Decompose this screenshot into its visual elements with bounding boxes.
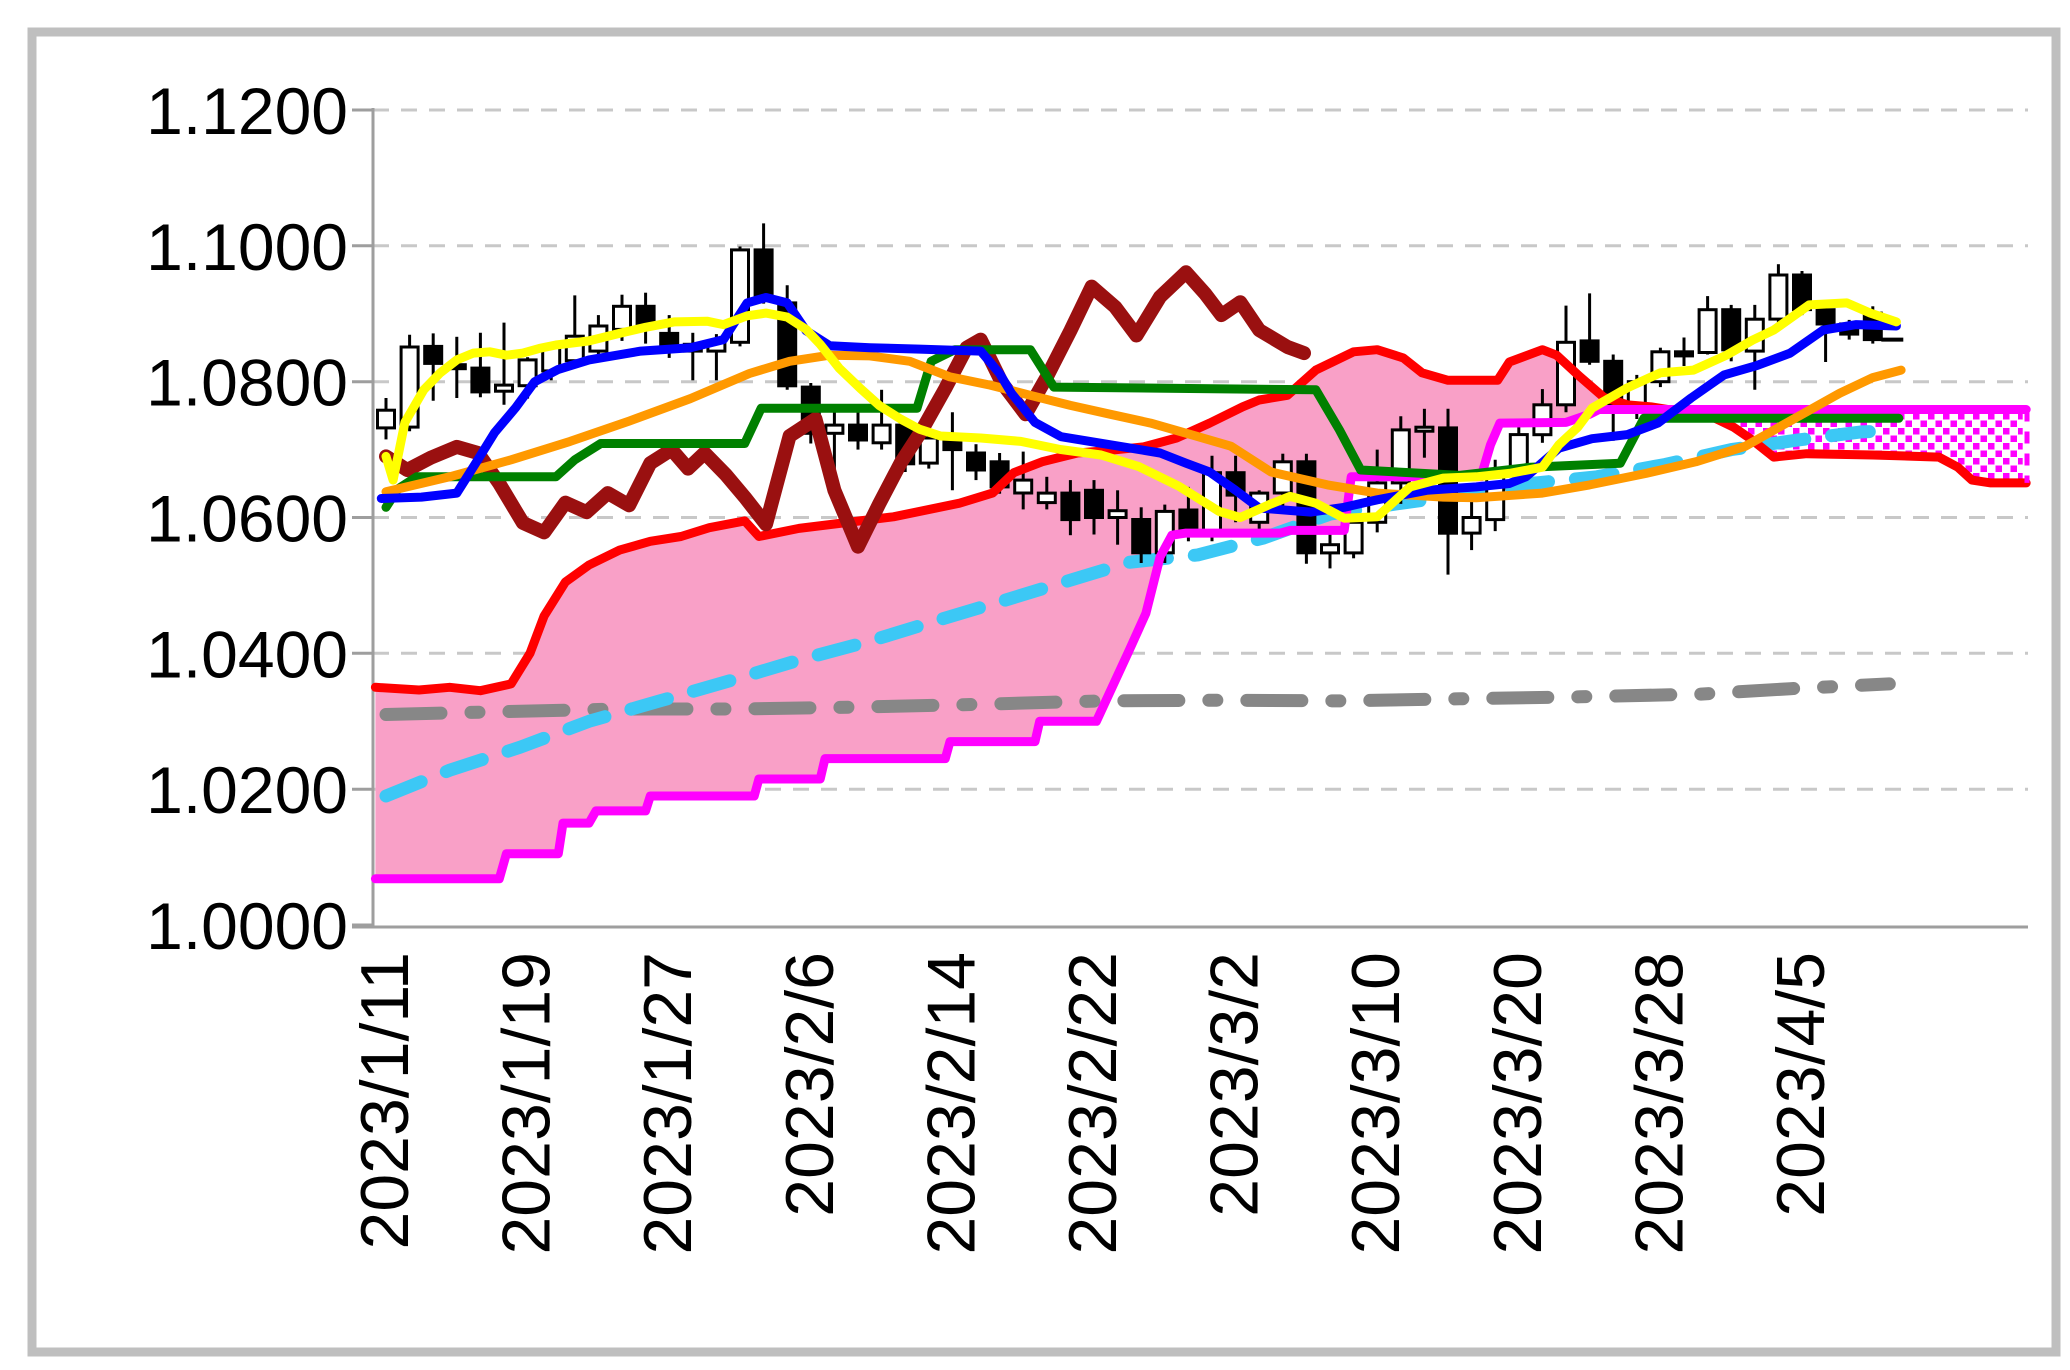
- x-axis-label: 2023/3/20: [1480, 952, 1556, 1255]
- candle-up: [1461, 516, 1482, 535]
- candle-down: [423, 344, 444, 365]
- candle-down: [1084, 488, 1104, 519]
- candle-up: [918, 436, 939, 465]
- candle-up: [871, 423, 892, 445]
- y-axis-label: 1.0400: [146, 617, 348, 691]
- x-axis-label: 2023/2/14: [913, 952, 989, 1255]
- y-axis-label: 1.1000: [146, 210, 348, 284]
- candle-up: [494, 383, 514, 393]
- y-axis-label: 1.0800: [146, 346, 348, 420]
- candle-down: [848, 423, 868, 442]
- candle-down: [1721, 308, 1742, 352]
- candle-up: [1320, 543, 1340, 555]
- frame-border: [27, 27, 2061, 1357]
- series-sma-orange: [381, 350, 1906, 503]
- candle-up: [612, 304, 632, 331]
- y-axis-label: 1.1200: [146, 74, 348, 148]
- y-axis-label: 1.0200: [146, 753, 348, 827]
- x-axis-label: 2023/3/10: [1338, 952, 1414, 1255]
- candle-up: [824, 423, 845, 435]
- candle-up: [1768, 273, 1789, 321]
- candle-down: [1815, 308, 1836, 326]
- candle-up: [1036, 491, 1057, 505]
- series-sma-yellow: [381, 298, 1901, 523]
- ichimoku-cloud-bearish-future: [1668, 409, 2023, 483]
- candle-down: [1674, 350, 1694, 358]
- candle-down: [753, 248, 774, 302]
- y-axis-label: 1.0000: [146, 889, 348, 963]
- series-senkou-span-b-magenta: [370, 405, 2031, 884]
- candle-down: [470, 366, 491, 394]
- series-sma-blue: [376, 293, 1901, 517]
- x-axis-label: 2023/3/28: [1621, 952, 1697, 1255]
- candle-down: [1060, 491, 1081, 522]
- candle-up: [1107, 509, 1128, 520]
- x-axis-label: 2023/1/19: [489, 952, 565, 1255]
- x-axis-label: 2023/2/22: [1055, 952, 1131, 1255]
- candle-down: [966, 451, 986, 472]
- series-senkou-span-a-red: [370, 345, 2031, 696]
- series-chikou-span-darkred: [379, 265, 1311, 554]
- candle-up: [1697, 308, 1718, 355]
- candle-down: [1579, 339, 1600, 363]
- x-axis-label: 2023/1/27: [630, 952, 706, 1255]
- candle-up: [1013, 478, 1034, 495]
- ichimoku-cloud-bullish: [375, 349, 1668, 879]
- x-axis-label: 2023/2/6: [772, 952, 848, 1217]
- x-axis-label: 2023/1/11: [347, 952, 423, 1249]
- candle-down: [1131, 518, 1152, 555]
- candle-up: [376, 408, 396, 430]
- x-axis-label: 2023/4/5: [1763, 952, 1839, 1217]
- y-axis-label: 1.0600: [146, 482, 348, 556]
- x-axis-label: 2023/3/2: [1197, 952, 1273, 1217]
- candle-up: [1414, 425, 1435, 433]
